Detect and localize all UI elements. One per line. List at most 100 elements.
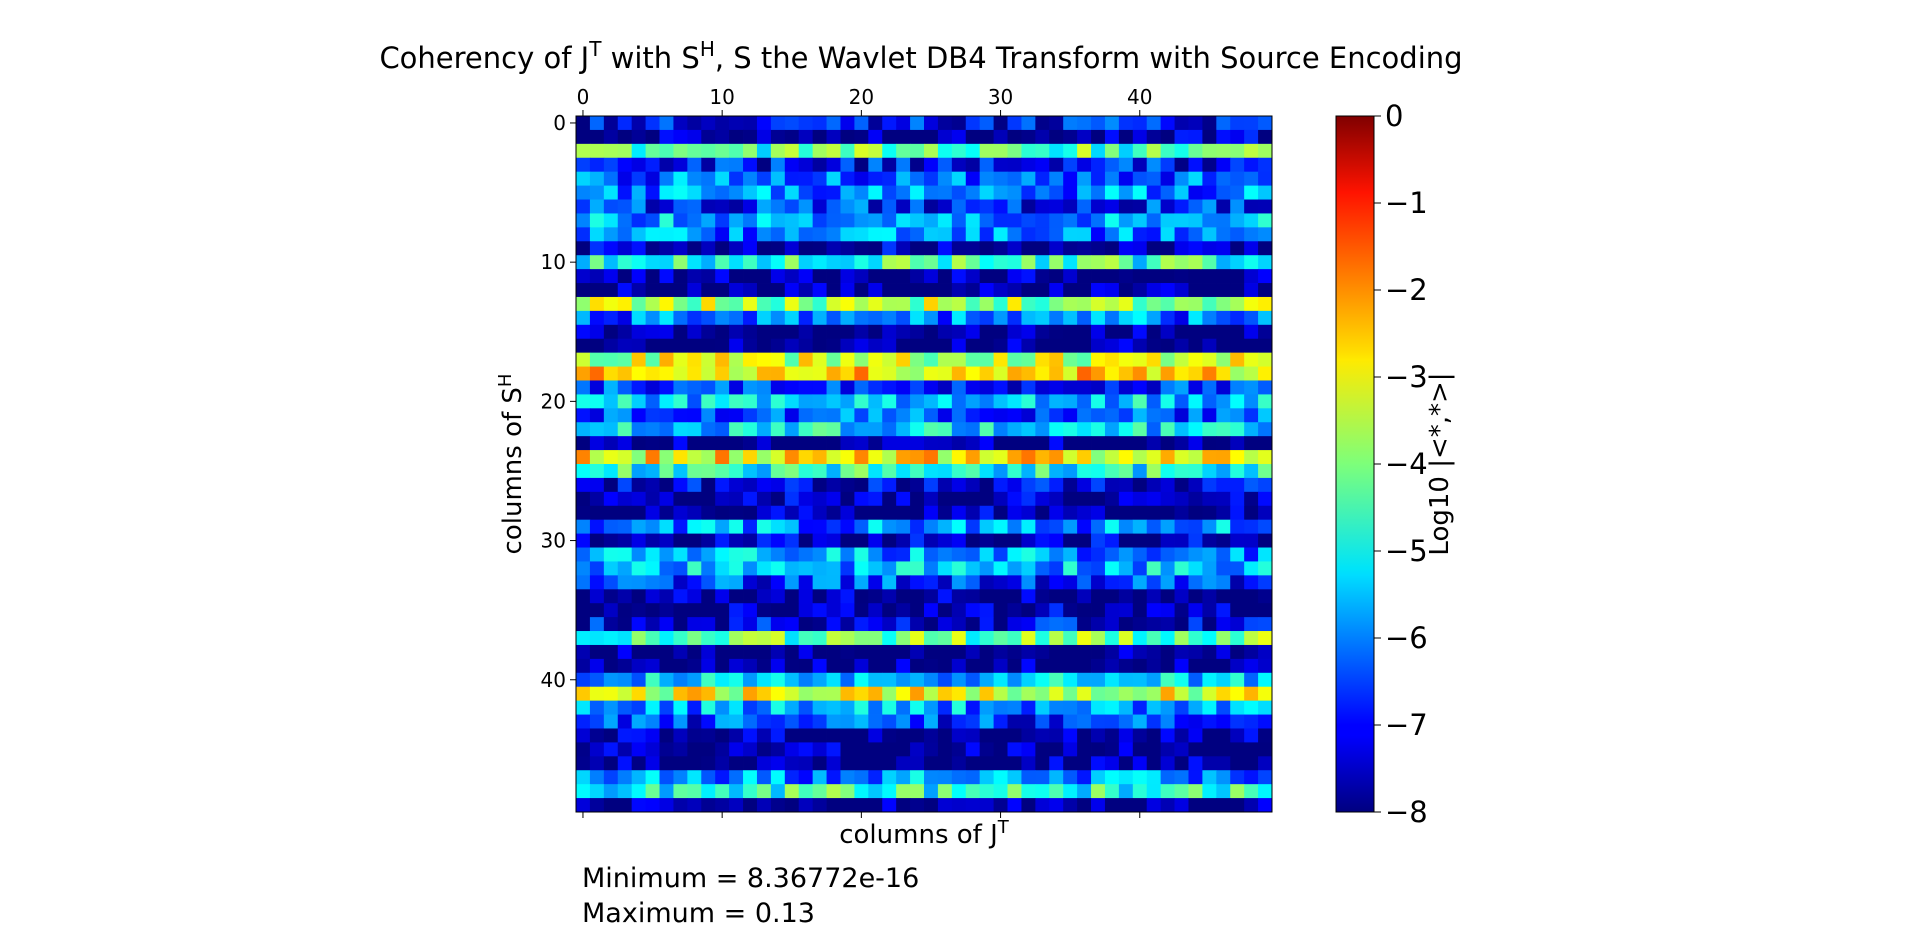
heatmap-cell [687,784,702,799]
heatmap-cell [1077,366,1092,381]
heatmap-cell [1049,394,1064,409]
heatmap-cell [1049,770,1064,785]
heatmap-cell [965,157,981,173]
heatmap-cell [1077,338,1092,354]
heatmap-cell [659,283,674,298]
heatmap-cell [743,213,758,228]
heatmap-cell [687,686,702,702]
heatmap-cell [1035,658,1050,674]
heatmap-cell [729,589,744,604]
heatmap-cell [1202,477,1217,493]
heatmap-cell [854,658,869,674]
heatmap-cell [1216,714,1231,729]
heatmap-cell [603,547,619,562]
heatmap-cell [840,227,855,242]
heatmap-cell [854,129,869,145]
heatmap-cell [1063,756,1078,771]
heatmap-cell [896,561,911,576]
heatmap-cell [1146,631,1162,646]
heatmap-cell [868,116,883,131]
heatmap-cell [854,742,869,757]
heatmap-cell [1049,422,1064,437]
heatmap-cell [770,255,786,270]
heatmap-cell [1021,561,1036,576]
heatmap-cell [854,394,869,409]
heatmap-cell [1021,213,1036,228]
heatmap-cell [979,644,994,660]
heatmap-cell [603,505,619,521]
heatmap-cell [1258,157,1273,173]
heatmap-cell [1021,617,1036,632]
heatmap-cell [896,338,911,354]
heatmap-cell [617,269,633,284]
heatmap-cell [1188,436,1203,451]
heatmap-cell [673,380,688,395]
heatmap-cell [979,742,994,757]
heatmap-cell [882,519,897,534]
heatmap-cell [1063,784,1078,799]
heatmap-cell [937,686,953,702]
heatmap-cell [1146,185,1162,200]
heatmap-cell [1146,575,1162,590]
heatmap-cell [840,157,855,173]
heatmap-cell [645,255,660,270]
heatmap-cell [1146,603,1162,618]
heatmap-cell [659,728,674,743]
heatmap-cell [1007,269,1022,284]
heatmap-cell [1077,575,1092,590]
heatmap-cell [576,129,591,145]
heatmap-cell [854,436,869,451]
heatmap-cell [868,491,883,507]
heatmap-cell [1118,241,1134,256]
heatmap-cell [1104,770,1120,785]
heatmap-cell [645,157,660,173]
heatmap-cell [659,143,674,159]
heatmap-cell [729,227,744,242]
heatmap-cell [951,269,967,284]
heatmap-cell [729,310,744,326]
heatmap-cell [1230,422,1245,437]
heatmap-cell [645,129,660,145]
heatmap-cell [1063,143,1078,159]
heatmap-cell [1258,283,1273,298]
heatmap-cell [1021,143,1036,159]
heatmap-cell [770,310,786,326]
heatmap-cell [840,338,855,354]
heatmap-cell [1160,464,1175,479]
heatmap-cell [1216,366,1231,381]
heatmap-cell [701,352,716,367]
colorbar-ticks: 0−1−2−3−4−5−6−7−8 [1374,99,1428,829]
heatmap-cell [1160,296,1175,312]
heatmap-cell [937,408,953,423]
heatmap-cell [743,366,758,381]
heatmap-cell [882,352,897,367]
heatmap-cell [743,672,758,688]
heatmap-cell [1035,199,1050,214]
heatmap-cell [1230,352,1245,367]
heatmap-cell [896,157,911,173]
heatmap-cell [1230,116,1245,131]
heatmap-cell [1035,394,1050,409]
heatmap-cell [910,686,925,702]
heatmap-cell [812,269,827,284]
heatmap-cell [1188,575,1203,590]
heatmap-cell [715,477,730,493]
heatmap-cell [1118,505,1134,521]
heatmap-cell [729,491,744,507]
heatmap-cell [1021,269,1036,284]
heatmap-cell [868,728,883,743]
heatmap-cell [812,422,827,437]
heatmap-cell [1244,199,1259,214]
heatmap-cell [1216,756,1231,771]
heatmap-cell [1132,380,1148,395]
heatmap-cell [840,770,855,785]
heatmap-cell [1160,408,1175,423]
heatmap-cell [1202,408,1217,423]
heatmap-cell [631,700,646,715]
heatmap-cell [965,728,981,743]
heatmap-cell [576,227,591,242]
heatmap-cell [924,408,939,423]
heatmap-cell [826,644,841,660]
heatmap-cell [576,394,591,409]
heatmap-cell [840,408,855,423]
